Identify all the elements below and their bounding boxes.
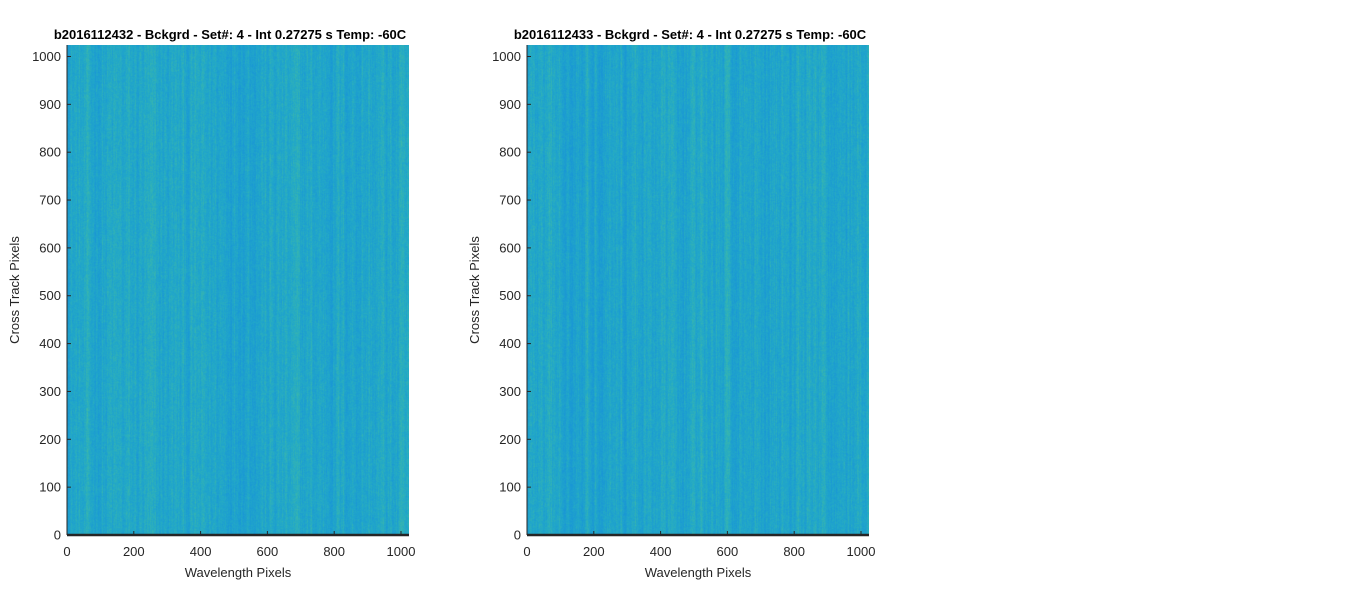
y-tick-label: 900 <box>39 97 61 112</box>
x-tick-label: 600 <box>717 544 739 559</box>
y-tick-label: 1000 <box>492 49 521 64</box>
y-tick-label: 800 <box>39 145 61 160</box>
plot-area <box>67 45 409 535</box>
y-tick-label: 200 <box>39 432 61 447</box>
x-axis-label: Wavelength Pixels <box>185 565 292 580</box>
x-tick-label: 800 <box>783 544 805 559</box>
y-tick-label: 300 <box>499 384 521 399</box>
heatmap-panel-1: b2016112432 - Bckgrd - Set#: 4 - Int 0.2… <box>0 0 460 600</box>
y-tick-label: 800 <box>499 145 521 160</box>
y-tick-label: 500 <box>499 288 521 303</box>
x-tick-label: 0 <box>523 544 530 559</box>
x-tick-label: 1000 <box>847 544 876 559</box>
x-tick-label: 0 <box>63 544 70 559</box>
x-tick-label: 600 <box>257 544 279 559</box>
y-tick-label: 400 <box>499 336 521 351</box>
y-tick-label: 500 <box>39 288 61 303</box>
y-tick-label: 900 <box>499 97 521 112</box>
x-tick-label: 200 <box>583 544 605 559</box>
axes: 0 200 400 600 800 1000 0 100 200 300 400 500 600 700 8… <box>7 45 416 580</box>
heatmap-image <box>527 45 869 535</box>
x-tick-label: 400 <box>650 544 672 559</box>
y-tick-label: 1000 <box>32 49 61 64</box>
axes: 0 200 400 600 800 1000 0 100 200 300 400 500 600 700 8… <box>467 45 876 580</box>
y-axis-label: Cross Track Pixels <box>7 236 22 344</box>
x-tick-label: 1000 <box>387 544 416 559</box>
y-tick-label: 300 <box>39 384 61 399</box>
x-tick-label: 200 <box>123 544 145 559</box>
heatmap-panel-2: b2016112433 - Bckgrd - Set#: 4 - Int 0.2… <box>460 0 920 600</box>
y-tick-label: 100 <box>499 480 521 495</box>
plot-area <box>527 45 869 535</box>
x-tick-label: 400 <box>190 544 212 559</box>
y-tick-label: 400 <box>39 336 61 351</box>
y-tick-label: 600 <box>39 240 61 255</box>
y-tick-label: 600 <box>499 240 521 255</box>
chart-title: b2016112433 - Bckgrd - Set#: 4 - Int 0.2… <box>513 27 867 42</box>
y-axis-label: Cross Track Pixels <box>467 236 482 344</box>
y-tick-label: 0 <box>514 528 521 543</box>
heatmap-image <box>67 45 409 535</box>
chart-title: b2016112432 - Bckgrd - Set#: 4 - Int 0.2… <box>53 27 407 42</box>
y-tick-label: 700 <box>39 193 61 208</box>
x-tick-label: 800 <box>323 544 345 559</box>
y-tick-label: 0 <box>54 528 61 543</box>
x-axis-label: Wavelength Pixels <box>645 565 752 580</box>
y-tick-label: 700 <box>499 193 521 208</box>
y-tick-label: 100 <box>39 480 61 495</box>
y-tick-label: 200 <box>499 432 521 447</box>
